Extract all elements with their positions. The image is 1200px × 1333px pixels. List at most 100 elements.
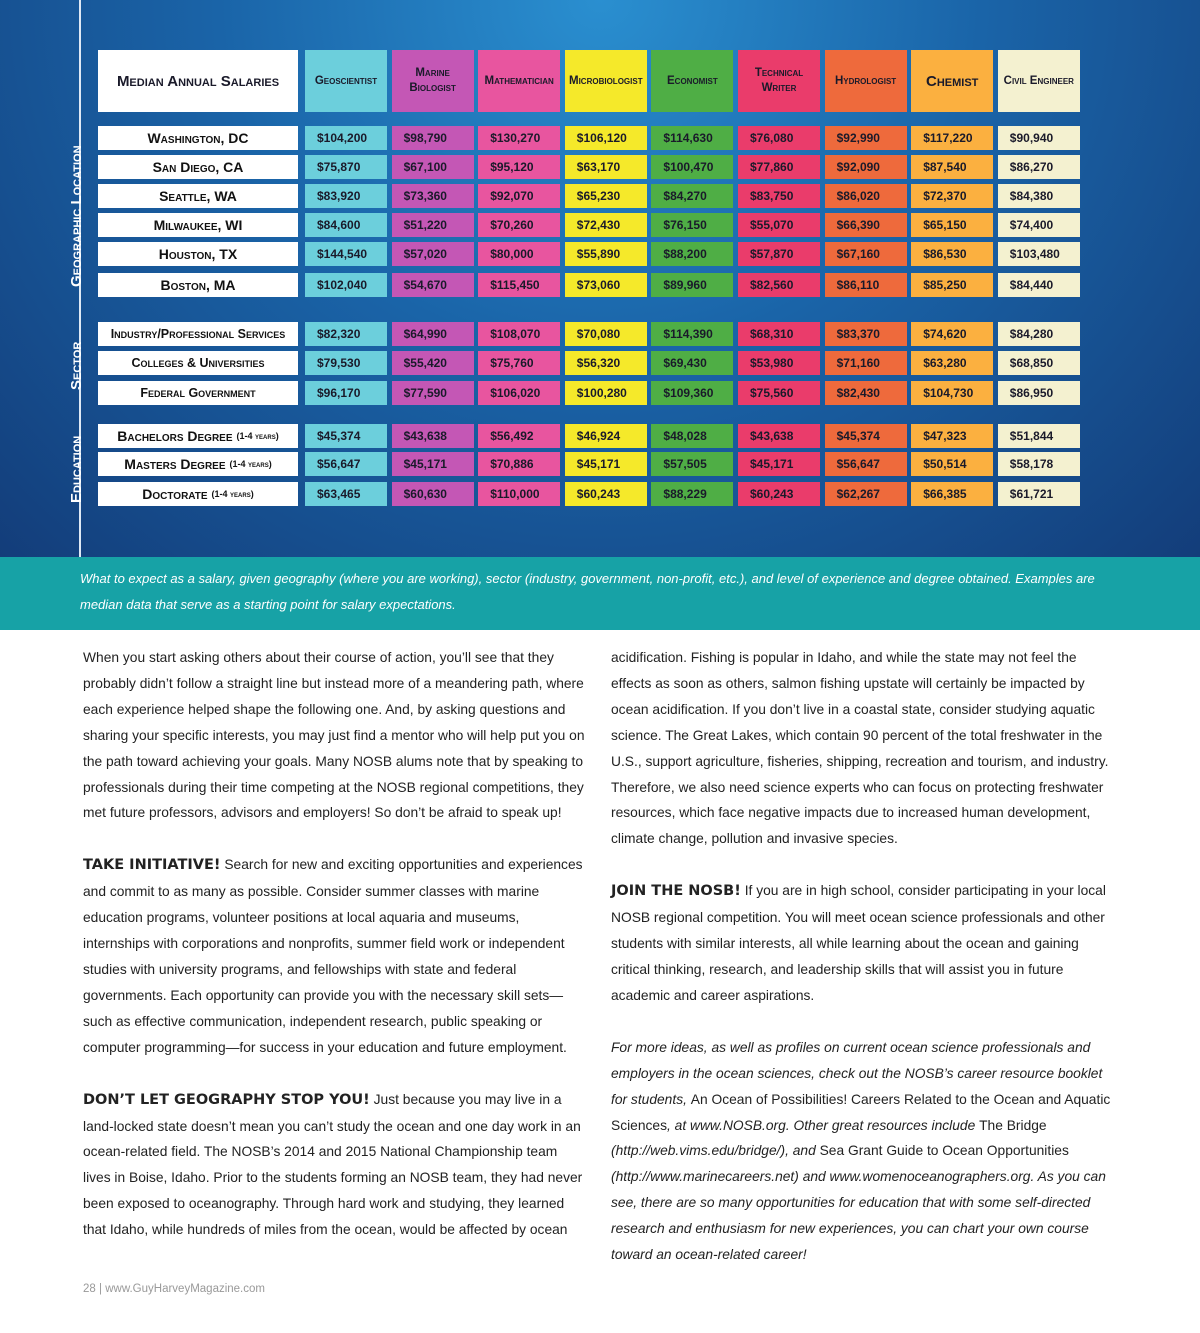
text-run: acidification. Fishing is popular in Ida… xyxy=(611,650,1109,847)
salary-cell: $48,028 xyxy=(651,424,734,448)
salary-cell: $56,647 xyxy=(824,452,907,476)
salary-cell: $51,220 xyxy=(391,213,474,237)
salary-cell: $130,270 xyxy=(478,126,561,150)
salary-cell: $57,505 xyxy=(651,452,734,476)
salary-cell: $87,540 xyxy=(911,155,994,179)
salary-cell: $88,200 xyxy=(651,242,734,266)
salary-cell: $50,514 xyxy=(911,452,994,476)
text-run: For more ideas, as well as profiles on c… xyxy=(611,1039,1103,1107)
salary-cell: $77,860 xyxy=(738,155,820,179)
salary-cell: $45,374 xyxy=(824,424,907,448)
salary-cell: $82,560 xyxy=(738,273,820,297)
section-heading: DON’T LET GEOGRAPHY STOP YOU! xyxy=(83,1091,370,1108)
row-label-text: Industry/Professional Services xyxy=(110,327,286,341)
salary-cell: $56,647 xyxy=(305,452,387,476)
salary-cell: $106,020 xyxy=(478,381,561,405)
salary-cell: $60,630 xyxy=(391,482,474,506)
section-heading: TAKE INITIATIVE! xyxy=(83,857,221,874)
salary-cell: $54,670 xyxy=(391,273,474,297)
text-run: If you are in high school, consider part… xyxy=(611,883,1106,1003)
salary-cell: $84,600 xyxy=(305,213,387,237)
salary-cell: $96,170 xyxy=(305,381,387,405)
salary-cell: $79,530 xyxy=(305,351,387,375)
salary-cell: $61,721 xyxy=(997,482,1080,506)
salary-cell: $62,267 xyxy=(824,482,907,506)
paragraph: JOIN THE NOSB! If you are in high school… xyxy=(611,878,1116,1009)
salary-cell: $68,310 xyxy=(738,322,820,346)
text-run: (http://www.marinecareers.net) and www.w… xyxy=(611,1169,1106,1263)
salary-cell: $74,400 xyxy=(997,213,1080,237)
salary-cell: $104,730 xyxy=(911,381,994,405)
table-title: Median Annual Salaries xyxy=(98,50,298,112)
salary-cell: $60,243 xyxy=(564,482,647,506)
salary-cell: $45,171 xyxy=(738,452,820,476)
page-number: 28 xyxy=(83,1283,96,1295)
salary-cell: $100,470 xyxy=(651,155,734,179)
divider xyxy=(79,0,81,557)
right-column: acidification. Fishing is popular in Ida… xyxy=(611,645,1116,1294)
group-label: Sector xyxy=(68,341,85,390)
salary-cell: $86,020 xyxy=(824,184,907,208)
salary-cell: $65,150 xyxy=(911,213,994,237)
salary-cell: $103,480 xyxy=(997,242,1080,266)
salary-cell: $73,060 xyxy=(564,273,647,297)
salary-cell: $89,960 xyxy=(651,273,734,297)
salary-cell: $66,390 xyxy=(824,213,907,237)
salary-cell: $63,170 xyxy=(564,155,647,179)
salary-cell: $69,430 xyxy=(651,351,734,375)
salary-cell: $65,230 xyxy=(564,184,647,208)
row-label: Bachelors Degree (1-4 years) xyxy=(98,424,298,448)
column-header: Mathematician xyxy=(478,50,561,112)
salary-cell: $84,380 xyxy=(997,184,1080,208)
paragraph: TAKE INITIATIVE! Search for new and exci… xyxy=(83,852,588,1060)
text-run: When you start asking others about their… xyxy=(83,650,585,821)
row-label: San Diego, CA xyxy=(98,155,298,179)
salary-cell: $82,430 xyxy=(824,381,907,405)
row-label-text: Boston, MA xyxy=(160,277,236,293)
salary-cell: $84,280 xyxy=(997,322,1080,346)
column-header: Chemist xyxy=(911,50,994,112)
salary-cell: $144,540 xyxy=(305,242,387,266)
salary-cell: $63,465 xyxy=(305,482,387,506)
text-run: , at www.NOSB.org. Other great resources… xyxy=(666,1117,980,1133)
row-label-note: (1-4 years) xyxy=(211,489,254,499)
salary-cell: $76,080 xyxy=(738,126,820,150)
salary-cell: $73,360 xyxy=(391,184,474,208)
salary-cell: $109,360 xyxy=(651,381,734,405)
salary-cell: $58,178 xyxy=(997,452,1080,476)
row-label-text: San Diego, CA xyxy=(152,159,244,175)
column-header: Marine Biologist xyxy=(391,50,474,112)
column-header: Civil Engineer xyxy=(997,50,1080,112)
row-label: Milwaukee, WI xyxy=(98,213,298,237)
caption: What to expect as a salary, given geogra… xyxy=(0,557,1200,630)
text-run: (http://web.vims.edu/bridge/), and xyxy=(611,1143,820,1159)
salary-cell: $77,590 xyxy=(391,381,474,405)
salary-cell: $55,890 xyxy=(564,242,647,266)
salary-cell: $56,492 xyxy=(478,424,561,448)
row-label: Industry/Professional Services xyxy=(98,322,298,346)
site-link[interactable]: www.GuyHarveyMagazine.com xyxy=(105,1283,265,1295)
row-label: Masters Degree (1-4 years) xyxy=(98,452,298,476)
salary-cell: $72,430 xyxy=(564,213,647,237)
row-label-text: Federal Government xyxy=(140,386,256,400)
text-run: The Bridge xyxy=(979,1117,1047,1133)
row-label-note: (1-4 years) xyxy=(236,431,279,441)
salary-cell: $80,000 xyxy=(478,242,561,266)
text-run: Just because you may live in a land-lock… xyxy=(83,1091,583,1238)
row-label: Washington, DC xyxy=(98,126,298,150)
salary-cell: $92,090 xyxy=(824,155,907,179)
row-label-note: (1-4 years) xyxy=(229,459,272,469)
salary-cell: $104,200 xyxy=(305,126,387,150)
salary-cell: $108,070 xyxy=(478,322,561,346)
salary-cell: $75,760 xyxy=(478,351,561,375)
salary-cell: $92,990 xyxy=(824,126,907,150)
salary-cell: $88,229 xyxy=(651,482,734,506)
salary-cell: $45,171 xyxy=(391,452,474,476)
salary-cell: $67,100 xyxy=(391,155,474,179)
salary-cell: $56,320 xyxy=(564,351,647,375)
salary-cell: $75,870 xyxy=(305,155,387,179)
salary-cell: $63,280 xyxy=(911,351,994,375)
separator: | xyxy=(99,1283,102,1295)
row-label: Doctorate (1-4 years) xyxy=(98,482,298,506)
text-run: An Ocean of Possibilities! Careers Relat… xyxy=(611,1091,1111,1133)
